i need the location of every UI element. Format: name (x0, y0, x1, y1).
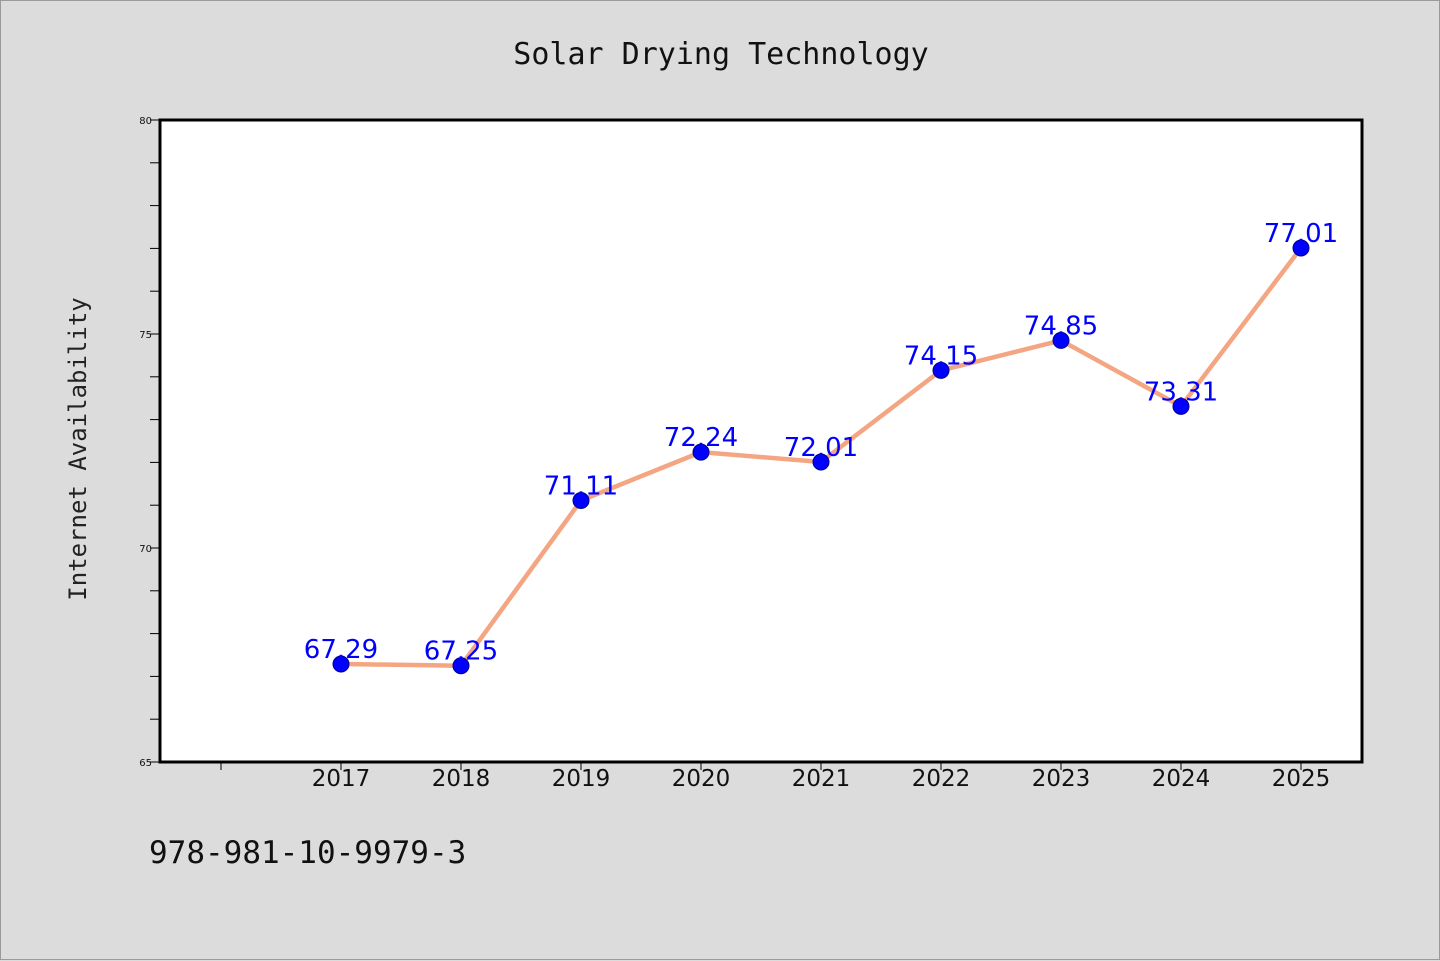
x-tick-label: 2023 (1032, 766, 1091, 792)
y-tick-label: 75 (139, 330, 152, 341)
data-label: 72.24 (664, 423, 738, 453)
x-tick-label: 2018 (432, 766, 491, 792)
data-point (332, 655, 350, 673)
data-label: 74.85 (1024, 311, 1098, 341)
y-tick-label: 70 (139, 544, 152, 555)
x-tick-label: 2019 (552, 766, 611, 792)
plot-area (158, 118, 1364, 764)
data-label: 73.31 (1144, 377, 1218, 407)
x-tick-label: 2025 (1272, 766, 1331, 792)
y-tick-label: 80 (139, 116, 152, 127)
data-label: 77.01 (1264, 219, 1338, 249)
data-point (572, 491, 590, 509)
x-tick-label: 2021 (792, 766, 851, 792)
x-tick-label: 2020 (672, 766, 731, 792)
x-tick-label: 2017 (312, 766, 371, 792)
data-label: 71.11 (544, 471, 618, 501)
y-tick-label: 65 (139, 758, 152, 769)
data-point (1172, 397, 1190, 415)
data-label: 67.25 (424, 637, 498, 667)
x-tick-label: 2024 (1152, 766, 1211, 792)
axis-ticks: 65 70 75 80 2017 2018 2019 2020 2021 2022 2023 2024… (139, 116, 1330, 792)
data-point (812, 453, 830, 471)
data-label: 67.29 (304, 635, 378, 665)
series-layer: 67.29 67.25 71.11 72.24 72.01 74.15 74.85 73.31… (304, 219, 1338, 675)
y-axis-label: Internet Availability (64, 297, 92, 600)
data-point (692, 443, 710, 461)
data-label: 72.01 (784, 433, 858, 463)
data-point (452, 657, 470, 675)
x-tick-label: 2022 (912, 766, 971, 792)
chart-title: Solar Drying Technology (513, 37, 928, 72)
footnote-text: 978-981-10-9979-3 (149, 835, 467, 871)
data-label: 74.15 (904, 341, 978, 371)
data-point (932, 361, 950, 379)
data-point (1052, 331, 1070, 349)
data-point (1292, 239, 1310, 257)
